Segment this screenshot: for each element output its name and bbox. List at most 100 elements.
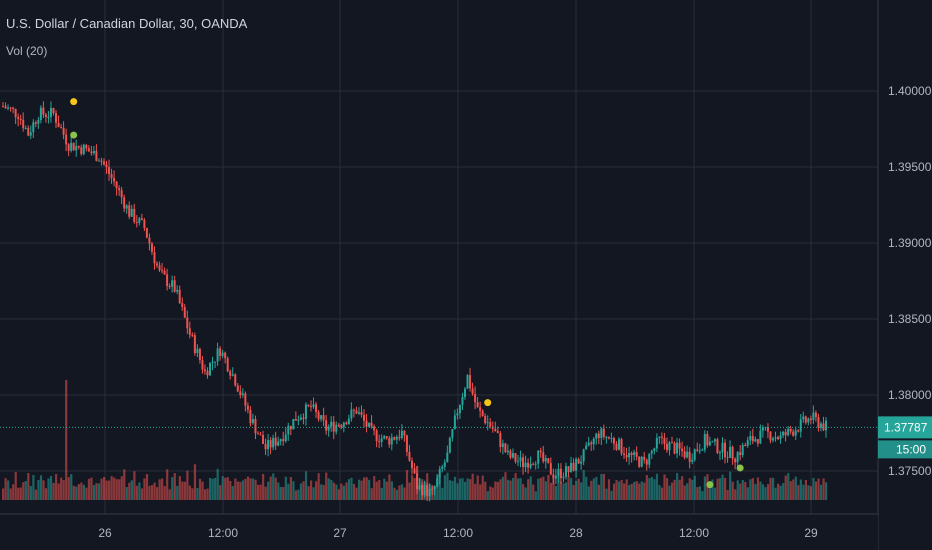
grid-lines — [0, 0, 878, 514]
volume-bar — [150, 484, 154, 500]
volume-bar — [625, 479, 628, 500]
volume-bar — [395, 489, 399, 500]
candle-body — [39, 107, 42, 120]
volume-bar — [125, 487, 128, 500]
candle-body — [799, 419, 802, 432]
candle-body — [580, 461, 583, 464]
candle-body — [70, 142, 73, 151]
volume-bar — [640, 481, 643, 500]
volume-bar — [562, 483, 565, 500]
time-tick-label: 12:00 — [443, 526, 473, 540]
candle-body — [60, 127, 63, 129]
candle-body — [587, 442, 590, 446]
candle-body — [557, 468, 560, 476]
volume-bar — [577, 478, 580, 500]
candle-body — [158, 265, 161, 271]
candle-body — [289, 425, 292, 430]
candle-body — [547, 458, 550, 464]
volume-bar — [304, 471, 308, 500]
candle-body — [509, 450, 512, 458]
candle-body — [713, 439, 716, 442]
candle-body — [686, 451, 689, 458]
candle-body — [57, 122, 60, 128]
green-signal-dot — [70, 131, 78, 139]
volume-bar — [307, 486, 310, 500]
volume-bar — [97, 483, 101, 500]
candle-body — [736, 452, 739, 463]
volume-bar — [620, 479, 623, 500]
candle-body — [807, 418, 810, 423]
volume-bar — [479, 484, 482, 500]
volume-bar — [458, 478, 462, 500]
volume-bar — [143, 478, 146, 500]
candle-body — [312, 404, 315, 408]
volume-bar — [595, 477, 598, 500]
volume-bar — [711, 479, 714, 500]
candle-body — [466, 375, 469, 389]
volume-bar — [630, 483, 633, 500]
volume-bar — [82, 484, 85, 500]
volume-bar — [799, 479, 802, 500]
candle-body — [193, 335, 196, 354]
volume-bar — [802, 484, 805, 500]
volume-bar — [549, 482, 553, 500]
volume-bar — [254, 479, 257, 500]
candle-body — [102, 161, 105, 165]
candle-body — [451, 429, 454, 438]
volume-bar — [481, 475, 484, 500]
candle-body — [236, 385, 239, 392]
candle-body — [49, 107, 52, 117]
candle-body — [85, 144, 88, 149]
candle-body — [782, 431, 785, 436]
candle-body — [309, 406, 312, 408]
candle-body — [221, 352, 224, 356]
volume-indicator-label[interactable]: Vol (20) — [6, 44, 48, 58]
volume-bar — [130, 480, 133, 500]
volume-bar — [658, 485, 661, 500]
candle-body — [696, 449, 699, 451]
candle-body — [726, 457, 729, 459]
volume-bar — [244, 478, 247, 500]
volume-bar — [746, 487, 749, 500]
yellow-signal-dot — [484, 399, 492, 407]
price-tick-label: 1.38500 — [888, 312, 932, 326]
candle-body — [390, 437, 393, 445]
volume-bar — [580, 482, 583, 500]
candle-body — [203, 369, 206, 372]
volume-bar — [287, 483, 290, 500]
volume-bar — [368, 479, 371, 500]
candle-body — [272, 437, 275, 448]
candle-body — [115, 181, 118, 189]
candle-body — [161, 270, 164, 272]
volume-bar — [87, 478, 91, 500]
candle-body — [413, 468, 416, 474]
volume-bar — [110, 476, 113, 500]
volume-bar — [34, 489, 38, 500]
time-tick-label: 12:00 — [208, 526, 238, 540]
candle-body — [256, 433, 259, 435]
price-scale[interactable]: 1.40000 1.39500 1.39000 1.38500 1.38000 1.375… — [877, 0, 932, 550]
volume-bar — [196, 488, 199, 500]
candle-body — [302, 417, 305, 419]
candle-body — [19, 118, 22, 120]
time-tick-label: 12:00 — [679, 526, 709, 540]
candle-body — [75, 145, 78, 151]
volume-bar — [330, 479, 333, 500]
candle-body — [486, 422, 489, 424]
volume-bar — [158, 479, 161, 500]
green-signal-dot — [706, 481, 714, 489]
candle-body — [29, 132, 32, 136]
candle-body — [693, 449, 696, 460]
candle-body — [201, 360, 204, 370]
volume-bar — [388, 474, 391, 500]
time-scale[interactable]: 26 12:00 27 12:00 28 12:00 29 — [0, 513, 878, 550]
green-signal-dot — [736, 464, 744, 472]
volume-bar — [683, 485, 686, 500]
candle-body — [804, 416, 807, 423]
volume-bar — [267, 481, 270, 500]
volume-bar — [671, 482, 674, 500]
volume-bar — [794, 476, 797, 500]
candle-body — [363, 414, 366, 421]
candle-body — [825, 420, 827, 431]
